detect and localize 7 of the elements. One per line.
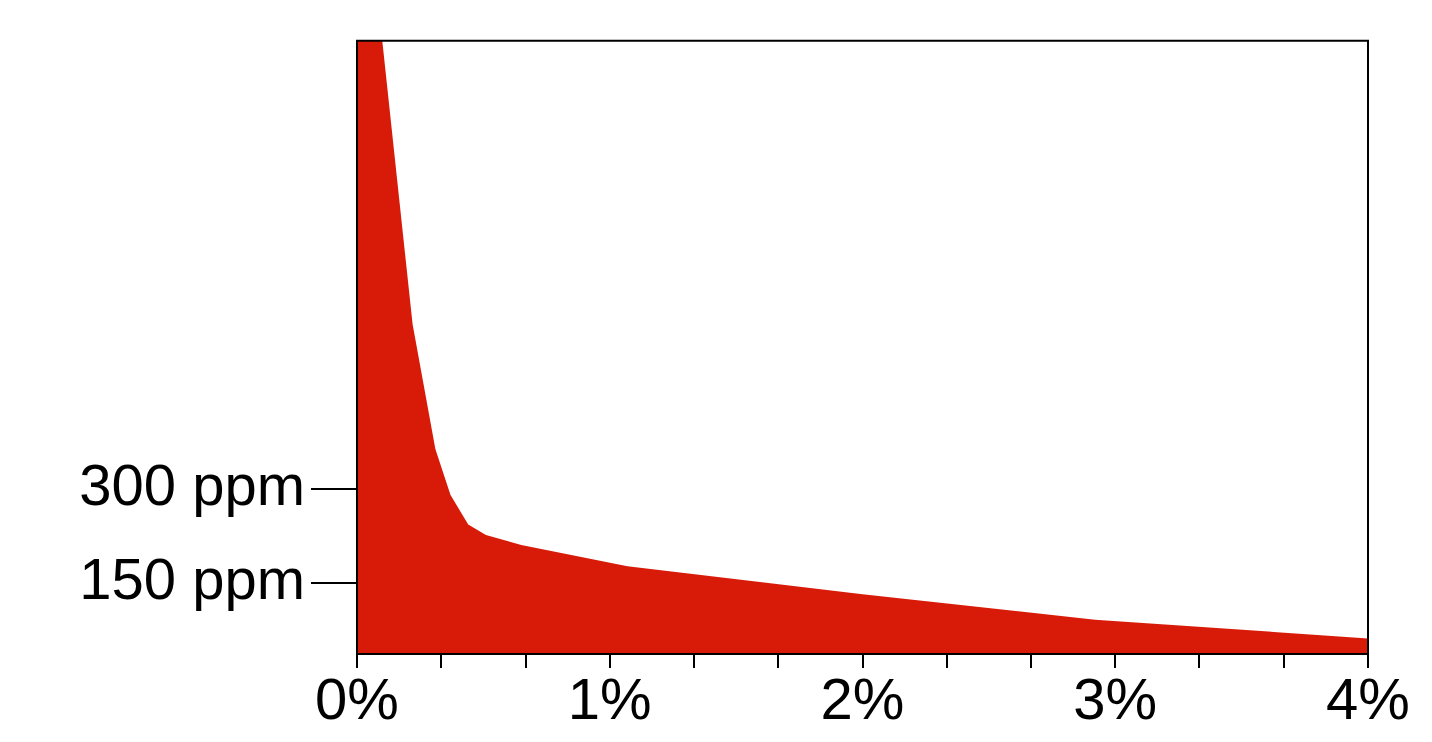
x-tick-label: 0% <box>315 665 399 731</box>
y-tick-label: 150 ppm <box>79 545 305 611</box>
x-tick-label: 2% <box>820 665 905 731</box>
x-tick-label: 4% <box>1326 665 1410 731</box>
y-tick-label: 300 ppm <box>79 452 305 518</box>
x-tick-label: 3% <box>1073 665 1158 731</box>
x-tick-label: 1% <box>567 665 652 731</box>
